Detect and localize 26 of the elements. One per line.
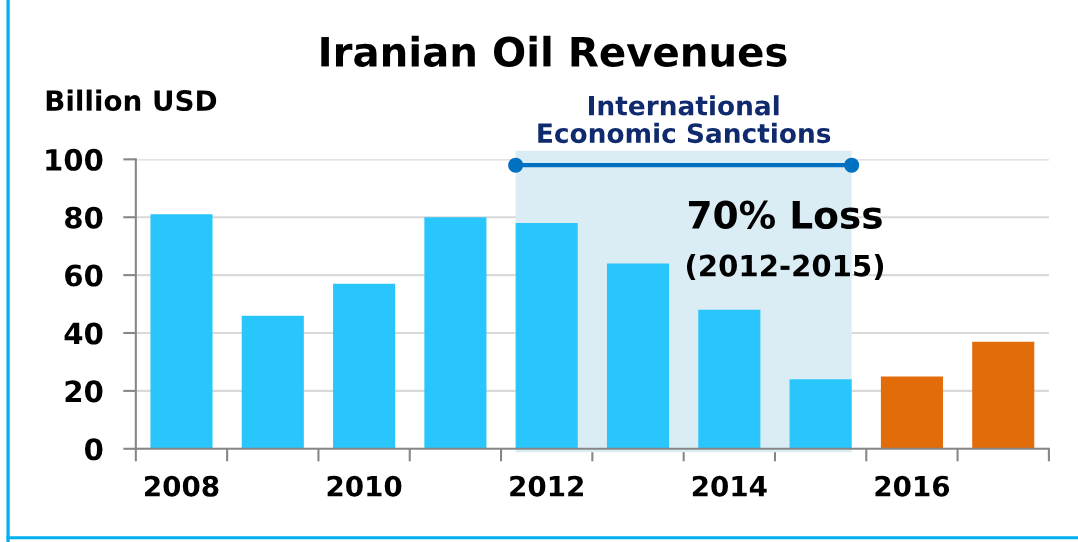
chart-title: Iranian Oil Revenues <box>321 35 787 67</box>
bar <box>606 263 670 449</box>
x-tick-label: 2012 <box>510 475 583 497</box>
x-tick-label: 2016 <box>875 475 950 497</box>
bar <box>515 223 578 449</box>
x-tick-label: 2008 <box>145 475 219 497</box>
bar <box>698 309 761 449</box>
x-tick-label: 2014 <box>692 475 767 497</box>
bar <box>880 376 943 449</box>
x-tick-label: 2010 <box>327 475 402 497</box>
band-label: International Economic Sanctions <box>538 95 831 144</box>
bar <box>333 283 396 449</box>
bar <box>241 315 304 449</box>
y-tick-label: 0 <box>84 438 103 461</box>
bar <box>150 214 213 449</box>
bar <box>424 217 487 449</box>
bar <box>789 379 852 449</box>
annotation: 70% Loss <box>688 200 882 229</box>
annotation: (2012-2015) <box>686 254 884 281</box>
y-tick-label: 80 <box>65 206 103 229</box>
y-tick-label: 60 <box>65 264 103 287</box>
y-tick-label: 100 <box>46 148 103 171</box>
bar <box>972 341 1035 449</box>
y-axis-title: Billion USD <box>46 89 217 112</box>
y-tick-label: 40 <box>64 322 103 345</box>
y-tick-label: 20 <box>65 380 103 403</box>
